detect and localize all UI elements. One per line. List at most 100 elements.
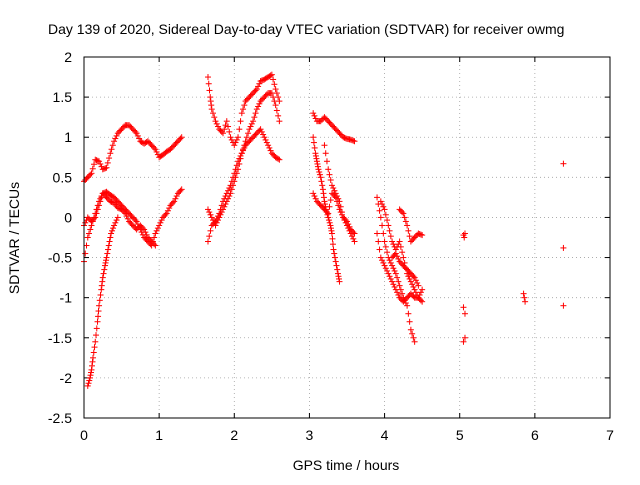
data-point-h <box>325 118 332 125</box>
grid-lines <box>84 57 610 418</box>
data-point-m <box>381 262 388 269</box>
data-point-d <box>104 250 111 257</box>
data-point-d <box>95 308 102 315</box>
data-point-e <box>250 90 257 97</box>
data-point-p <box>399 261 406 268</box>
data-point-i <box>313 158 320 165</box>
data-point-f <box>252 110 259 117</box>
data-point-g <box>257 126 264 133</box>
data-point-c <box>146 235 153 242</box>
data-point-d <box>99 278 106 285</box>
data-point-j <box>336 206 343 213</box>
data-point-a <box>97 160 104 167</box>
data-point-i <box>333 262 340 269</box>
data-point-b <box>168 201 175 208</box>
data-point-k <box>328 182 335 189</box>
data-point-e <box>273 90 280 97</box>
data-point-l <box>392 270 399 277</box>
data-point-g <box>216 210 223 217</box>
data-point-f <box>222 201 229 208</box>
data-point-i <box>330 246 337 253</box>
data-point-g <box>258 128 265 135</box>
data-point-a <box>101 165 108 172</box>
data-point-b <box>132 217 139 224</box>
data-point-a <box>128 124 135 131</box>
data-point-e <box>216 126 223 133</box>
data-point-j <box>317 202 324 209</box>
data-point-j <box>310 190 317 197</box>
data-point-g <box>262 136 269 143</box>
data-point-b <box>86 215 93 222</box>
data-point-k <box>344 222 350 229</box>
data-point-o <box>406 233 413 240</box>
data-point-n <box>412 289 419 296</box>
data-point-l <box>406 318 413 325</box>
data-point-m <box>394 289 401 296</box>
data-point-p <box>401 263 408 270</box>
data-point-a <box>108 146 115 153</box>
data-point-k <box>350 235 357 242</box>
data-point-m <box>375 238 382 245</box>
data-point-b <box>151 234 158 241</box>
data-point-b <box>166 205 173 212</box>
data-point-k <box>333 193 340 200</box>
data-point-f <box>257 98 264 105</box>
data-point-o <box>396 206 403 213</box>
data-point-p <box>395 255 402 262</box>
data-point-k <box>336 198 343 205</box>
data-point-e <box>240 106 247 113</box>
data-point-c <box>123 213 130 220</box>
data-point-a <box>132 128 139 135</box>
y-tick-label: 0.5 <box>53 169 73 185</box>
data-point-f <box>221 203 228 210</box>
data-point-j <box>316 201 323 208</box>
data-point-n <box>406 275 413 282</box>
data-point-q <box>460 338 467 345</box>
data-point-g <box>206 233 213 240</box>
data-point-k <box>338 209 345 216</box>
data-point-p <box>400 262 407 269</box>
data-point-i <box>320 190 327 197</box>
data-point-c <box>93 206 100 213</box>
data-point-c <box>127 219 134 226</box>
data-point-d <box>96 302 103 309</box>
data-point-a <box>143 139 150 146</box>
data-point-f <box>253 106 260 113</box>
data-point-a <box>104 159 111 166</box>
data-point-g <box>218 202 225 209</box>
data-point-l <box>407 326 414 333</box>
data-point-m <box>401 297 408 304</box>
data-point-q <box>461 334 468 341</box>
data-point-c <box>129 222 136 229</box>
data-point-d <box>87 374 94 381</box>
data-point-d <box>100 270 107 277</box>
y-tick-label: -2 <box>60 370 73 386</box>
data-point-a <box>144 138 151 145</box>
data-point-e <box>223 118 230 125</box>
data-point-b <box>171 198 178 205</box>
data-point-c <box>118 206 125 213</box>
data-point-e <box>242 98 249 105</box>
data-point-g <box>235 158 242 165</box>
data-point-b <box>157 219 164 226</box>
data-point-g <box>242 142 249 149</box>
data-point-p <box>394 253 401 260</box>
data-point-e <box>207 98 214 105</box>
data-point-b <box>113 197 120 204</box>
data-point-f <box>207 211 214 218</box>
data-point-a <box>106 155 113 162</box>
data-point-n <box>411 286 418 293</box>
data-point-p <box>391 251 398 258</box>
data-point-i <box>325 217 332 224</box>
data-point-d <box>89 358 96 365</box>
data-point-a <box>136 135 143 142</box>
data-point-f <box>217 211 224 218</box>
data-point-i <box>329 241 336 248</box>
data-point-d <box>87 372 94 379</box>
data-point-b <box>116 199 123 206</box>
data-point-g <box>212 218 219 225</box>
data-point-c <box>133 226 140 233</box>
data-point-g <box>213 215 220 222</box>
data-point-h <box>350 137 357 144</box>
data-point-e <box>252 87 259 94</box>
